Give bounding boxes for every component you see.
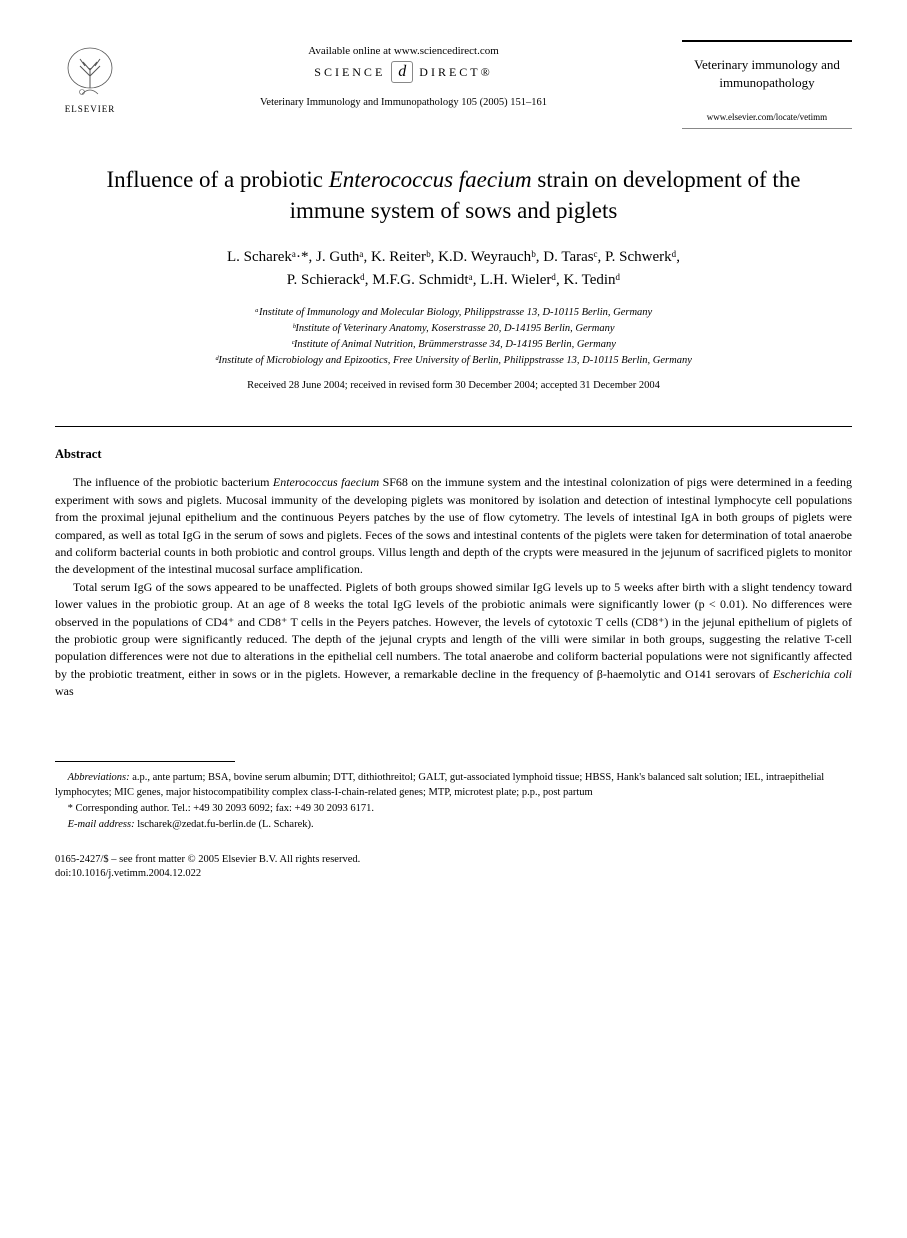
copyright-line-2: doi:10.1016/j.vetimm.2004.12.022: [55, 867, 852, 882]
title-species: Enterococcus faecium: [329, 167, 532, 192]
abbr-text: a.p., ante partum; BSA, bovine serum alb…: [55, 772, 824, 799]
header-center: Available online at www.sciencedirect.co…: [125, 40, 682, 108]
abstract-body: The influence of the probiotic bacterium…: [55, 474, 852, 700]
authors-block: L. Scharekᵃ·*, J. Guthᵃ, K. Reiterᵇ, K.D…: [55, 246, 852, 291]
science-direct-brand: SCIENCE d DIRECT®: [125, 61, 682, 83]
affiliation-d: ᵈInstitute of Microbiology and Epizootic…: [55, 353, 852, 369]
abbreviations-footnote: Abbreviations: a.p., ante partum; BSA, b…: [55, 770, 852, 802]
authors-line-1: L. Scharekᵃ·*, J. Guthᵃ, K. Reiterᵇ, K.D…: [55, 246, 852, 269]
journal-reference: Veterinary Immunology and Immunopatholog…: [125, 97, 682, 108]
corresponding-author-footnote: * Corresponding author. Tel.: +49 30 209…: [55, 801, 852, 817]
email-label: E-mail address:: [68, 819, 135, 830]
abstract-para-1: The influence of the probiotic bacterium…: [55, 474, 852, 578]
journal-box: Veterinary immunology and immunopatholog…: [682, 40, 852, 129]
abstract-p2-species: Escherichia coli: [773, 667, 852, 681]
email-footnote: E-mail address: lscharek@zedat.fu-berlin…: [55, 817, 852, 833]
publisher-name: ELSEVIER: [65, 104, 116, 114]
article-title: Influence of a probiotic Enterococcus fa…: [85, 164, 822, 226]
authors-line-2: P. Schierackᵈ, M.F.G. Schmidtᵃ, L.H. Wie…: [55, 269, 852, 292]
elsevier-tree-icon: [60, 46, 120, 101]
abstract-para-2: Total serum IgG of the sows appeared to …: [55, 579, 852, 701]
affiliation-c: ᶜInstitute of Animal Nutrition, Brümmers…: [55, 337, 852, 353]
publisher-logo: ELSEVIER: [55, 40, 125, 120]
abstract-heading: Abstract: [55, 447, 852, 462]
abbr-label: Abbreviations:: [68, 772, 130, 783]
footnote-divider: [55, 761, 235, 762]
footnotes-block: Abbreviations: a.p., ante partum; BSA, b…: [55, 770, 852, 833]
affiliation-b: ᵇInstitute of Veterinary Anatomy, Kosers…: [55, 321, 852, 337]
abstract-p1-species: Enterococcus faecium: [273, 475, 379, 489]
title-pre: Influence of a probiotic: [106, 167, 328, 192]
available-online-text: Available online at www.sciencedirect.co…: [125, 45, 682, 57]
abstract-p2-pre: Total serum IgG of the sows appeared to …: [55, 580, 852, 681]
journal-box-url: www.elsevier.com/locate/vetimm: [690, 112, 844, 122]
copyright-line-1: 0165-2427/$ – see front matter © 2005 El…: [55, 853, 852, 868]
affiliations-block: ᵃInstitute of Immunology and Molecular B…: [55, 305, 852, 368]
affiliation-a: ᵃInstitute of Immunology and Molecular B…: [55, 305, 852, 321]
sd-logo-icon: d: [391, 61, 413, 83]
sd-right: DIRECT®: [419, 65, 492, 80]
sd-left: SCIENCE: [314, 65, 385, 80]
email-value: lscharek@zedat.fu-berlin.de (L. Scharek)…: [135, 819, 314, 830]
abstract-p1-pre: The influence of the probiotic bacterium: [73, 475, 273, 489]
journal-box-title: Veterinary immunology and immunopatholog…: [690, 56, 844, 92]
abstract-p1-post: SF68 on the immune system and the intest…: [55, 475, 852, 576]
article-dates: Received 28 June 2004; received in revis…: [55, 380, 852, 391]
page-header: ELSEVIER Available online at www.science…: [55, 40, 852, 129]
section-divider: [55, 426, 852, 427]
abstract-p2-post: was: [55, 684, 74, 698]
copyright-block: 0165-2427/$ – see front matter © 2005 El…: [55, 853, 852, 882]
